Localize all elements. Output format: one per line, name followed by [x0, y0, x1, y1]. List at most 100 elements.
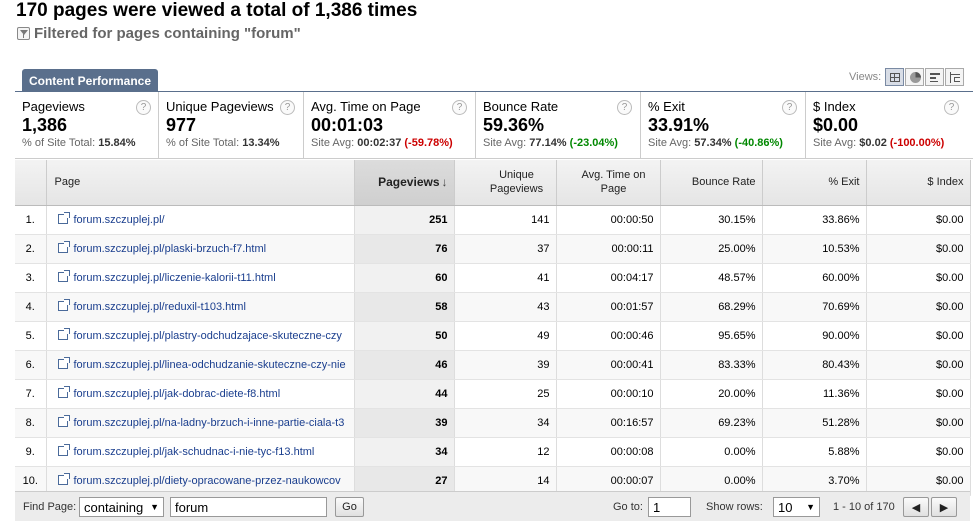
page-link[interactable]: forum.szczuplej.pl/plastry-odchudzajace-… — [73, 329, 342, 342]
range-text: 1 - 10 of 170 — [833, 501, 895, 513]
help-icon[interactable]: ? — [617, 100, 632, 115]
views-label: Views: — [849, 71, 882, 83]
metric-name: Unique Pageviews — [166, 99, 274, 114]
metric-value: 00:01:03 — [311, 115, 384, 135]
content-table: Page Pageviews ↓ Unique Pageviews Avg. Ti… — [15, 160, 971, 496]
table-header: Page Pageviews ↓ Unique Pageviews Avg. Ti… — [15, 160, 971, 206]
table-row: 8. forum.szczuplej.pl/na-ladny-brzuch-i-i… — [15, 408, 971, 438]
metric-unique-pageviews: Unique Pageviews 977 % of Site Total: 13… — [159, 92, 304, 158]
avg-time-cell: 00:04:17 — [556, 263, 661, 293]
col-page[interactable]: Page — [46, 160, 355, 206]
external-link-icon[interactable] — [57, 298, 70, 311]
page-link[interactable]: forum.szczuplej.pl/na-ladny-brzuch-i-inn… — [73, 416, 345, 429]
avg-time-cell: 00:16:57 — [556, 408, 661, 438]
help-icon[interactable]: ? — [944, 100, 959, 115]
go-button[interactable]: Go — [335, 497, 364, 517]
help-icon[interactable]: ? — [782, 100, 797, 115]
unique-pageviews-cell: 39 — [454, 350, 557, 380]
metric-summary: Pageviews 1,386 % of Site Total: 15.84% … — [15, 92, 973, 159]
external-link-icon[interactable] — [57, 240, 70, 253]
page-link[interactable]: forum.szczuplej.pl/plaski-brzuch-f7.html — [73, 242, 267, 255]
col-dollar-index[interactable]: $ Index — [866, 160, 971, 206]
table-row: 6. forum.szczuplej.pl/linea-odchudzanie-s… — [15, 350, 971, 380]
col-exit[interactable]: % Exit — [762, 160, 867, 206]
table-row: 2. forum.szczuplej.pl/plaski-brzuch-f7.ht… — [15, 234, 971, 264]
metric-sub: Site Avg: 77.14% (-23.04%) — [483, 137, 618, 149]
external-link-icon[interactable] — [57, 327, 70, 340]
exit-cell: 33.86% — [762, 205, 867, 235]
pageviews-cell: 251 — [354, 205, 455, 235]
pageviews-cell: 50 — [354, 321, 455, 351]
avg-time-cell: 00:00:08 — [556, 437, 661, 467]
avg-time-cell: 00:00:11 — [556, 234, 661, 264]
goto-input[interactable]: 1 — [648, 497, 691, 517]
avg-time-cell: 00:00:07 — [556, 466, 661, 496]
row-number: 9. — [15, 437, 47, 467]
bounce-rate-cell: 30.15% — [660, 205, 763, 235]
page-link[interactable]: forum.szczuplej.pl/diety-opracowane-prze… — [73, 474, 341, 487]
tree-view-button[interactable] — [945, 68, 965, 86]
unique-pageviews-cell: 34 — [454, 408, 557, 438]
help-icon[interactable]: ? — [280, 100, 295, 115]
prev-page-button[interactable]: ◀ — [903, 497, 929, 517]
col-bounce-rate[interactable]: Bounce Rate — [660, 160, 763, 206]
col-avg-time[interactable]: Avg. Time on Page — [556, 160, 661, 206]
page-cell: forum.szczuplej.pl/plaski-brzuch-f7.html — [46, 234, 355, 264]
metric-sub: Site Avg: 57.34% (-40.86%) — [648, 137, 783, 149]
exit-cell: 5.88% — [762, 437, 867, 467]
dollar-index-cell: $0.00 — [866, 437, 971, 467]
match-mode-select[interactable]: containing ▼ — [79, 497, 164, 517]
show-rows-select[interactable]: 10 ▼ — [773, 497, 820, 517]
table-view-button[interactable] — [885, 68, 905, 86]
help-icon[interactable]: ? — [136, 100, 151, 115]
find-page-input[interactable]: forum — [170, 497, 327, 517]
page-cell: forum.szczuplej.pl/linea-odchudzanie-sku… — [46, 350, 355, 380]
unique-pageviews-cell: 141 — [454, 205, 557, 235]
show-rows-label: Show rows: — [706, 501, 763, 513]
filter-icon — [17, 27, 30, 40]
external-link-icon[interactable] — [57, 269, 70, 282]
pageviews-cell: 27 — [354, 466, 455, 496]
metric-sub: % of Site Total: 15.84% — [22, 137, 136, 149]
table-footer: Find Page: containing ▼ forum Go Go to: 1… — [15, 491, 970, 521]
external-link-icon[interactable] — [57, 472, 70, 485]
bounce-rate-cell: 0.00% — [660, 437, 763, 467]
goto-label: Go to: — [613, 501, 643, 513]
chevron-down-icon: ▼ — [150, 502, 159, 512]
page-link[interactable]: forum.szczuplej.pl/jak-dobrac-diete-f8.h… — [73, 387, 281, 400]
pie-view-button[interactable] — [905, 68, 925, 86]
external-link-icon[interactable] — [57, 356, 70, 369]
table-row: 1. forum.szczuplej.pl/251 141 00:00:50 30.15… — [15, 205, 971, 235]
external-link-icon[interactable] — [57, 414, 70, 427]
page-link[interactable]: forum.szczuplej.pl/linea-odchudzanie-sku… — [73, 358, 346, 371]
page-cell: forum.szczuplej.pl/jak-dobrac-diete-f8.h… — [46, 379, 355, 409]
page-link[interactable]: forum.szczuplej.pl/jak-schudnac-i-nie-ty… — [73, 445, 315, 458]
filter-note: Filtered for pages containing "forum" — [17, 25, 301, 42]
help-icon[interactable]: ? — [452, 100, 467, 115]
metric-value: 33.91% — [648, 115, 710, 135]
page-link[interactable]: forum.szczuplej.pl/reduxil-t103.html — [73, 300, 246, 313]
next-page-button[interactable]: ▶ — [931, 497, 957, 517]
bar-view-button[interactable] — [925, 68, 945, 86]
tab-content-performance[interactable]: Content Performance — [22, 69, 158, 92]
pageviews-cell: 39 — [354, 408, 455, 438]
filter-text: Filtered for pages containing "forum" — [34, 25, 301, 42]
page-link[interactable]: forum.szczuplej.pl/ — [73, 213, 165, 226]
pie-icon — [910, 72, 922, 83]
unique-pageviews-cell: 43 — [454, 292, 557, 322]
bounce-rate-cell: 95.65% — [660, 321, 763, 351]
external-link-icon[interactable] — [57, 211, 70, 224]
external-link-icon[interactable] — [57, 385, 70, 398]
external-link-icon[interactable] — [57, 443, 70, 456]
bounce-rate-cell: 48.57% — [660, 263, 763, 293]
row-number: 2. — [15, 234, 47, 264]
bounce-rate-cell: 0.00% — [660, 466, 763, 496]
col-unique-pageviews[interactable]: Unique Pageviews — [454, 160, 557, 206]
col-pageviews[interactable]: Pageviews ↓ — [354, 160, 455, 206]
metric-sub: Site Avg: 00:02:37 (-59.78%) — [311, 137, 453, 149]
metric-value: 1,386 — [22, 115, 68, 135]
metric-name: Pageviews — [22, 99, 85, 114]
metric-name: Bounce Rate — [483, 99, 559, 114]
page-link[interactable]: forum.szczuplej.pl/liczenie-kalorii-t11.… — [73, 271, 276, 284]
pageviews-cell: 58 — [354, 292, 455, 322]
